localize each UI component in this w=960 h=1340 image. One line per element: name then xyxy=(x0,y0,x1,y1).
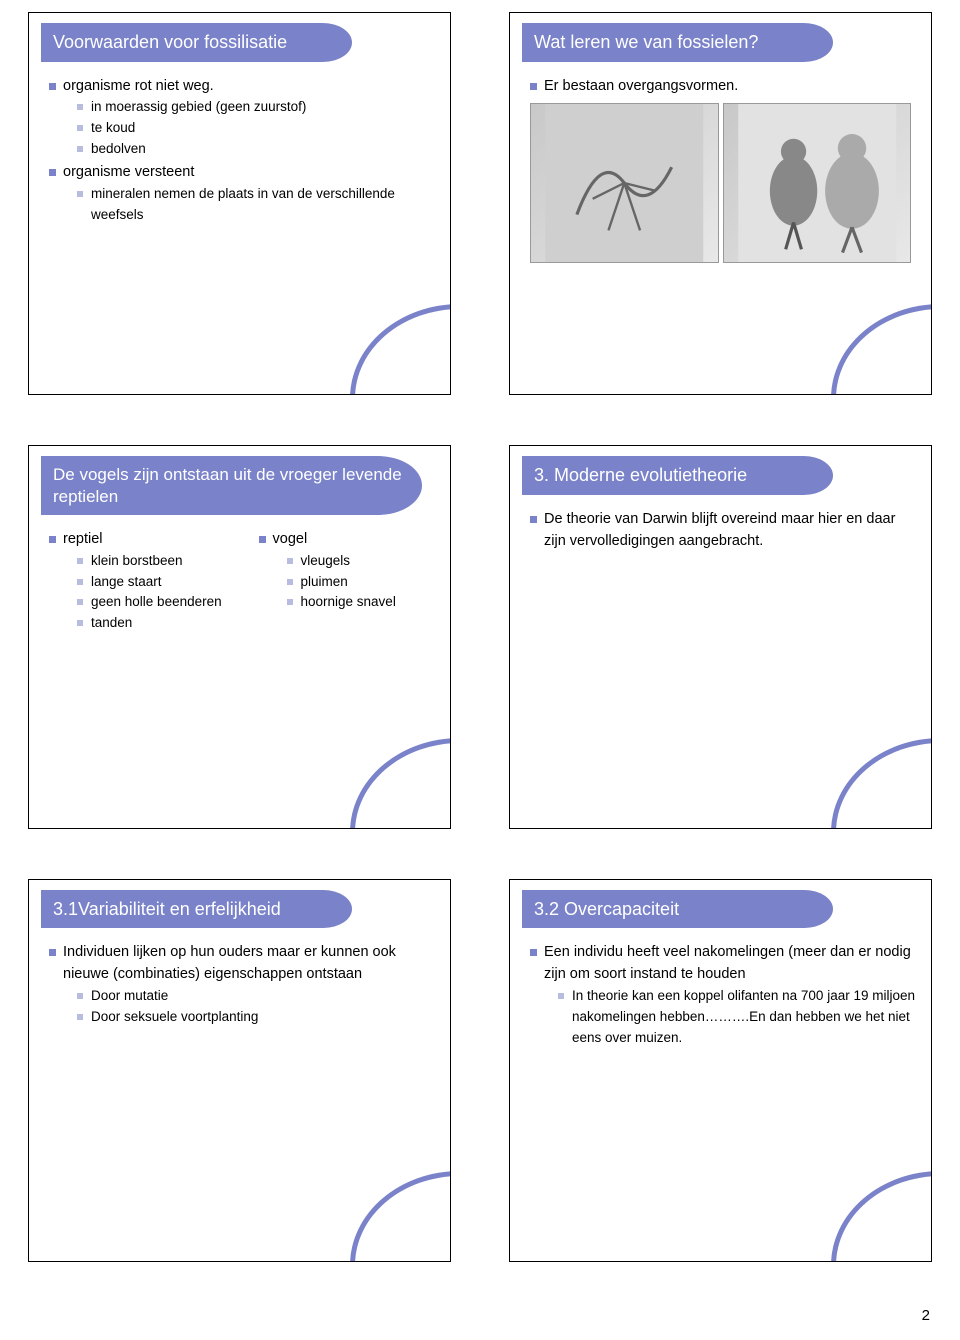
list-item: geen holle beenderen xyxy=(77,592,225,613)
corner-decoration xyxy=(350,738,451,829)
item-text: Individuen lijken op hun ouders maar er … xyxy=(63,944,396,982)
list-item: organisme versteent mineralen nemen de p… xyxy=(49,162,434,226)
bird-icon xyxy=(724,104,911,262)
list-item: te koud xyxy=(77,118,434,139)
bullet-list: Individuen lijken op hun ouders maar er … xyxy=(45,942,434,1027)
list-item: bedolven xyxy=(77,139,434,160)
slide-title: Wat leren we van fossielen? xyxy=(522,23,833,62)
list-item: Door seksuele voortplanting xyxy=(77,1007,434,1028)
slide-title: 3. Moderne evolutietheorie xyxy=(522,456,833,495)
corner-decoration xyxy=(350,304,451,395)
bullet-list: Er bestaan overgangsvormen. xyxy=(526,76,915,98)
list-item: mineralen nemen de plaats in van de vers… xyxy=(77,184,434,226)
slide-4: 3. Moderne evolutietheorie De theorie va… xyxy=(509,445,932,828)
item-text: vogel xyxy=(273,531,308,547)
list-item: De theorie van Darwin blijft overeind ma… xyxy=(530,509,915,553)
slide-grid: Voorwaarden voor fossilisatie organisme … xyxy=(28,12,932,1262)
list-item: reptiel klein borstbeen lange staart gee… xyxy=(49,529,225,634)
list-item: Een individu heeft veel nakomelingen (me… xyxy=(530,942,915,1048)
list-item: vogel vleugels pluimen hoornige snavel xyxy=(259,529,435,614)
item-text: Een individu heeft veel nakomelingen (me… xyxy=(544,944,911,982)
fossil-icon xyxy=(531,104,718,262)
slide-title: 3.2 Overcapaciteit xyxy=(522,890,833,929)
item-text: reptiel xyxy=(63,531,103,547)
slide-3: De vogels zijn ontstaan uit de vroeger l… xyxy=(28,445,451,828)
slide-1: Voorwaarden voor fossilisatie organisme … xyxy=(28,12,451,395)
list-item: Door mutatie xyxy=(77,986,434,1007)
item-text: organisme rot niet weg. xyxy=(63,78,214,94)
corner-decoration xyxy=(831,1171,932,1262)
list-item: pluimen xyxy=(287,572,435,593)
bullet-list: organisme rot niet weg. in moerassig geb… xyxy=(45,76,434,226)
list-item: vleugels xyxy=(287,551,435,572)
slide-title: 3.1Variabiliteit en erfelijkheid xyxy=(41,890,352,929)
list-item: tanden xyxy=(77,613,225,634)
list-item: Er bestaan overgangsvormen. xyxy=(530,76,915,98)
corner-decoration xyxy=(350,1171,451,1262)
corner-decoration xyxy=(831,738,932,829)
bird-image xyxy=(723,103,912,263)
slide-title: Voorwaarden voor fossilisatie xyxy=(41,23,352,62)
list-item: In theorie kan een koppel olifanten na 7… xyxy=(558,986,915,1049)
list-item: hoornige snavel xyxy=(287,592,435,613)
item-text: organisme versteent xyxy=(63,164,194,180)
image-row xyxy=(526,103,915,263)
corner-decoration xyxy=(831,304,932,395)
list-item: organisme rot niet weg. in moerassig geb… xyxy=(49,76,434,161)
slide-6: 3.2 Overcapaciteit Een individu heeft ve… xyxy=(509,879,932,1262)
list-item: lange staart xyxy=(77,572,225,593)
bullet-list: Een individu heeft veel nakomelingen (me… xyxy=(526,942,915,1048)
page-number: 2 xyxy=(922,1307,930,1324)
two-column: reptiel klein borstbeen lange staart gee… xyxy=(45,529,434,636)
list-item: in moerassig gebied (geen zuurstof) xyxy=(77,97,434,118)
fossil-image xyxy=(530,103,719,263)
slide-title: De vogels zijn ontstaan uit de vroeger l… xyxy=(41,456,422,515)
slide-2: Wat leren we van fossielen? Er bestaan o… xyxy=(509,12,932,395)
list-item: klein borstbeen xyxy=(77,551,225,572)
bullet-list: De theorie van Darwin blijft overeind ma… xyxy=(526,509,915,553)
slide-5: 3.1Variabiliteit en erfelijkheid Individ… xyxy=(28,879,451,1262)
list-item: Individuen lijken op hun ouders maar er … xyxy=(49,942,434,1027)
